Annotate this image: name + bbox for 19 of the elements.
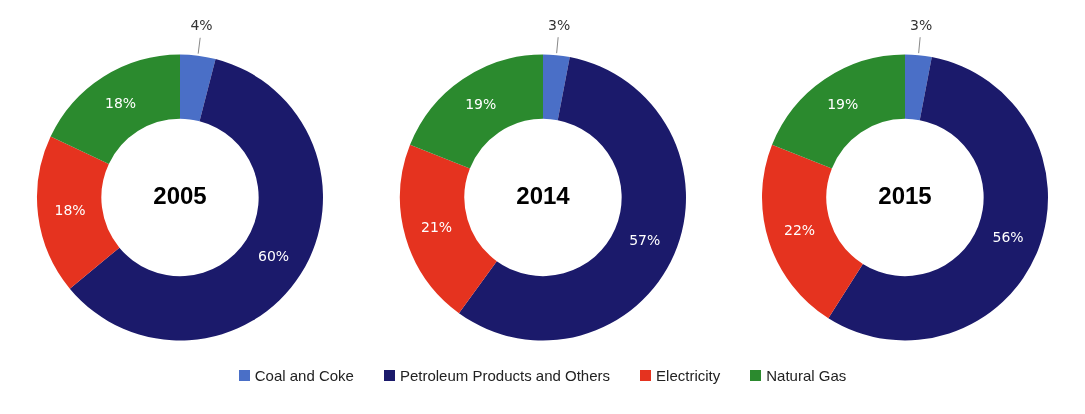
legend-label: Electricity	[656, 367, 721, 384]
data-label: 56%	[992, 228, 1024, 245]
data-label: 57%	[628, 232, 660, 249]
data-label: 19%	[464, 96, 496, 113]
data-label: 18%	[105, 94, 137, 111]
data-label: 18%	[54, 202, 86, 219]
text: 2014	[515, 182, 570, 210]
data-label: 4%	[190, 17, 213, 34]
legend-label: Petroleum Products and Others	[399, 367, 611, 384]
text: 2015	[878, 182, 932, 210]
data-label: 60%	[258, 247, 290, 264]
legend-label: Coal and Coke	[254, 367, 354, 384]
data-label: 21%	[420, 219, 452, 236]
legend-label: Natural Gas	[766, 367, 847, 384]
data-label: 3%	[547, 16, 570, 33]
data-label: 3%	[910, 16, 933, 33]
data-label: 19%	[827, 96, 859, 113]
data-label: 22%	[784, 222, 816, 239]
text: 2005	[153, 182, 207, 210]
